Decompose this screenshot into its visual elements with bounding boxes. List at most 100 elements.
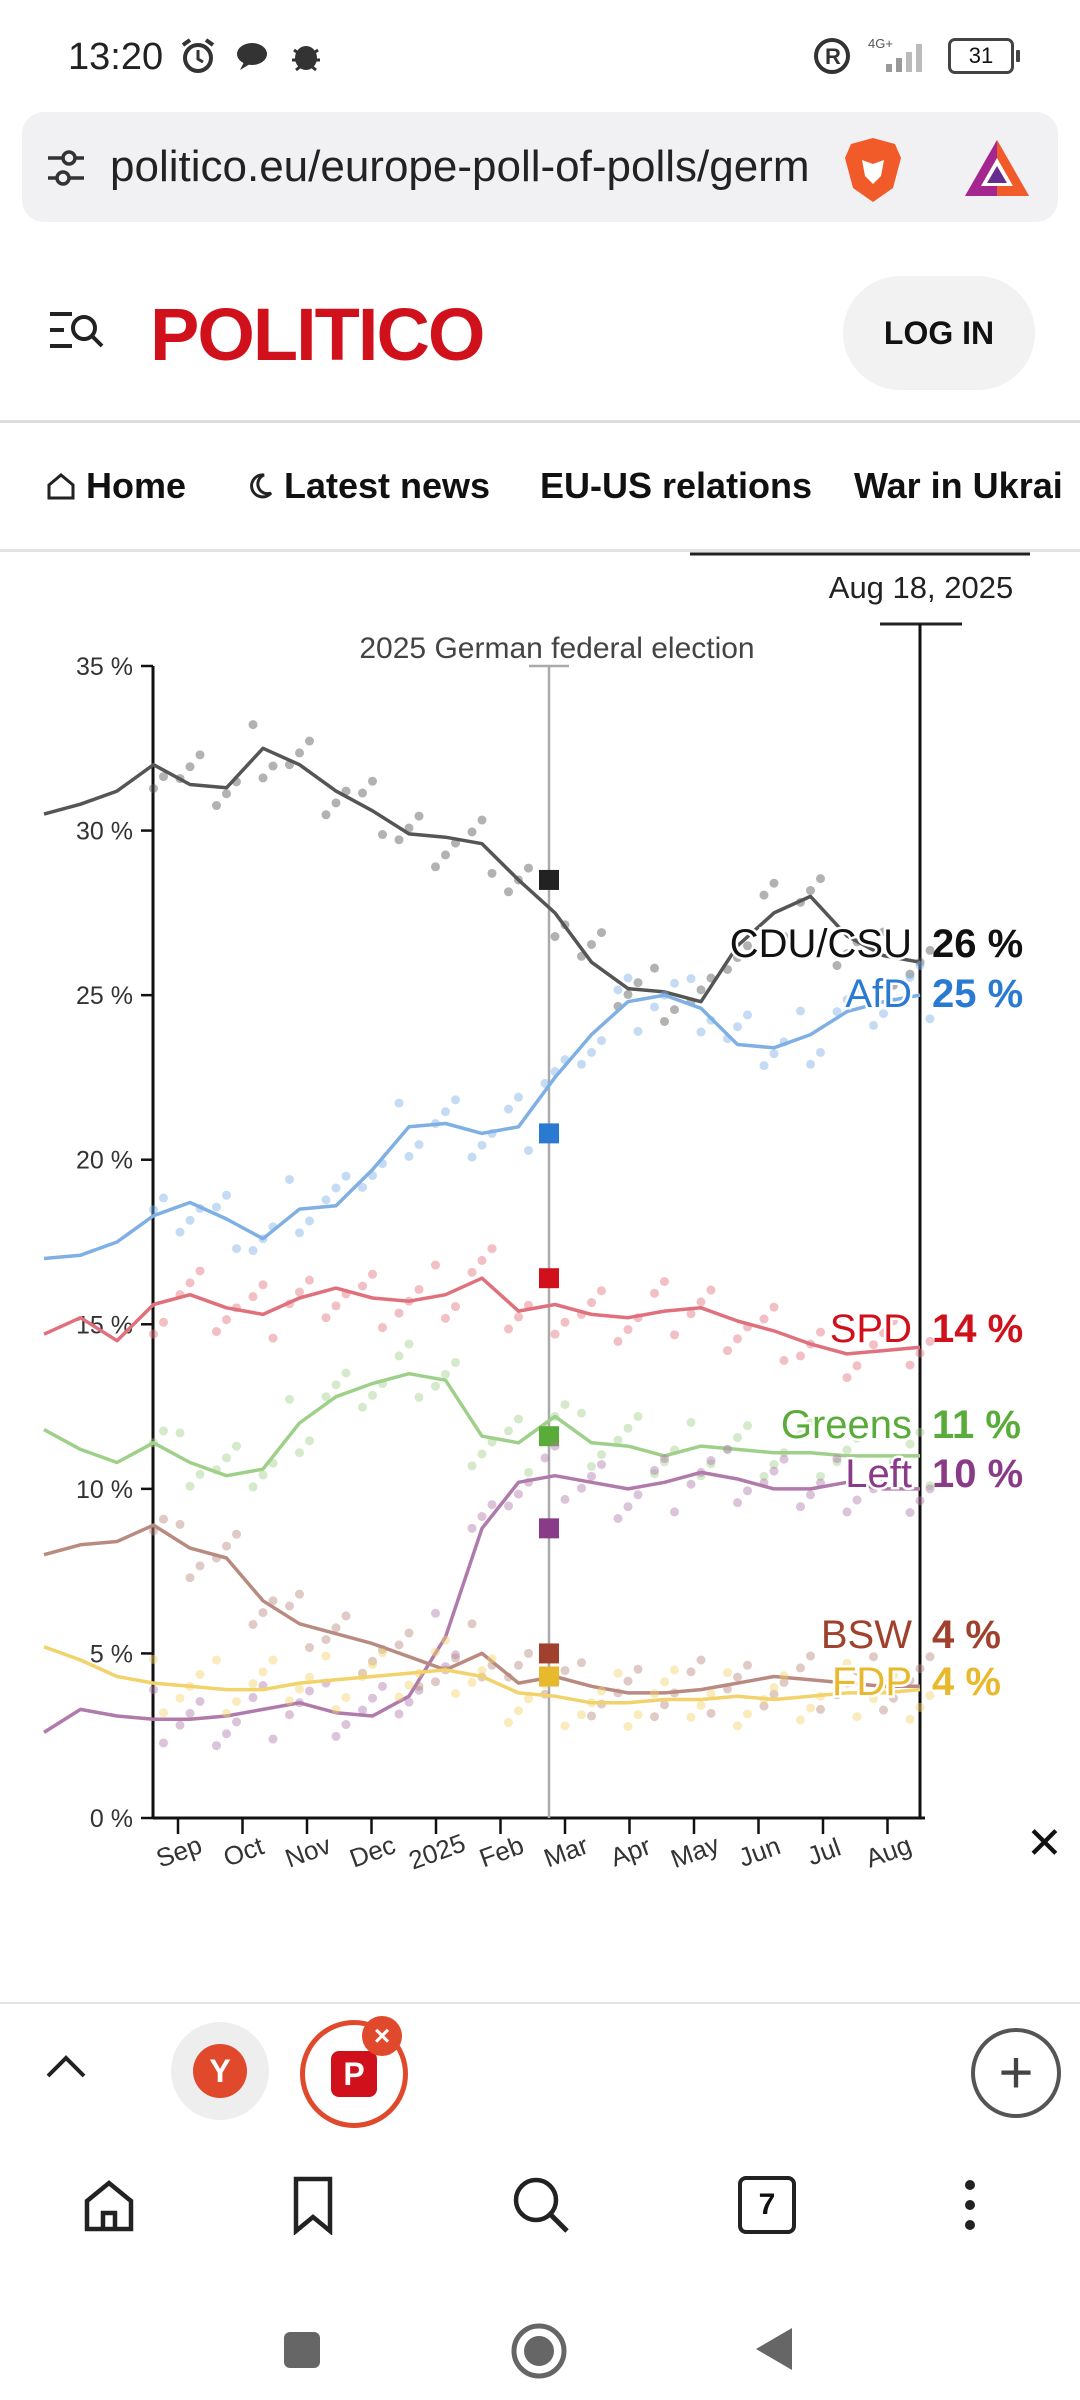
poll-dot xyxy=(623,973,633,983)
poll-dot xyxy=(905,969,915,979)
poll-dot xyxy=(670,978,679,988)
home-button[interactable] xyxy=(74,2170,144,2240)
poll-dot xyxy=(623,1721,633,1731)
nav-item-latest-news[interactable]: Latest news xyxy=(244,465,490,507)
more-menu-button[interactable] xyxy=(935,2170,1005,2240)
poll-dot xyxy=(587,1711,596,1721)
tabs-button[interactable]: 7 xyxy=(732,2170,802,2240)
poll-dot xyxy=(258,1667,268,1677)
nav-item-home[interactable]: Home xyxy=(46,465,186,507)
poll-dot xyxy=(796,1006,805,1016)
close-chart-icon[interactable]: ✕ xyxy=(1026,1819,1063,1868)
poll-dot xyxy=(212,1655,221,1665)
poll-dot xyxy=(295,1589,304,1599)
poll-dot xyxy=(633,1411,643,1421)
poll-of-polls-chart[interactable]: Aug 18, 2025 2025 German federal election… xyxy=(0,552,1080,1902)
poll-dot xyxy=(514,1489,523,1499)
poll-dot xyxy=(441,1107,450,1117)
poll-dot xyxy=(779,1677,789,1687)
bookmarks-button[interactable] xyxy=(278,2170,348,2240)
poll-dot xyxy=(404,1339,414,1349)
poll-dot xyxy=(733,1334,742,1344)
poll-dot xyxy=(394,1351,404,1361)
poll-dot xyxy=(852,1495,862,1505)
tab-yandex[interactable]: Y xyxy=(171,2022,269,2120)
poll-dot xyxy=(806,1059,815,1069)
notification-icons xyxy=(178,36,326,76)
chat-icon xyxy=(237,43,267,70)
poll-dot xyxy=(321,1313,331,1323)
poll-dot xyxy=(597,1450,606,1460)
poll-dot xyxy=(378,1648,387,1658)
poll-dot xyxy=(232,1696,241,1706)
poll-dot xyxy=(889,1316,898,1326)
home-circle-icon[interactable] xyxy=(510,2322,568,2380)
brave-shield-icon[interactable] xyxy=(840,134,906,204)
poll-dot xyxy=(869,1694,878,1704)
x-tick-label: Oct xyxy=(219,1830,268,1872)
x-tick-label: Nov xyxy=(281,1830,335,1874)
poll-dot xyxy=(341,1171,351,1181)
poll-dot xyxy=(341,1720,351,1730)
poll-dot xyxy=(404,1697,414,1707)
url-text[interactable]: politico.eu/europe-poll-of-polls/germ xyxy=(110,142,810,191)
poll-dot xyxy=(660,1677,669,1687)
poll-dot xyxy=(414,1685,424,1695)
poll-dot xyxy=(597,1036,606,1046)
poll-dot xyxy=(368,1660,377,1670)
poll-dot xyxy=(869,939,878,949)
poll-dot xyxy=(295,1287,304,1297)
more-vertical-icon xyxy=(965,2180,975,2230)
poll-dot xyxy=(394,1692,404,1702)
poll-dot xyxy=(759,1314,769,1324)
battery-icon: 31 xyxy=(948,38,1020,74)
site-settings-icon[interactable] xyxy=(44,146,88,190)
new-tab-button[interactable]: + xyxy=(971,2028,1061,2118)
nav-item-war-in-ukraine[interactable]: War in Ukrai xyxy=(854,465,1063,507)
chevron-up-icon[interactable] xyxy=(44,2050,88,2080)
poll-dot xyxy=(212,801,221,811)
poll-dot xyxy=(650,1712,659,1722)
series-name-label: Greens xyxy=(781,1403,912,1447)
poll-dot xyxy=(331,1623,341,1633)
series-name-label: BSW xyxy=(821,1613,912,1657)
close-tab-icon[interactable]: × xyxy=(362,2016,402,2056)
poll-dot xyxy=(258,1280,268,1290)
search-button[interactable] xyxy=(506,2170,576,2240)
poll-dot xyxy=(879,1682,888,1692)
login-button[interactable]: LOG IN xyxy=(843,276,1035,390)
poll-dot xyxy=(889,1693,898,1703)
poll-dot xyxy=(394,1308,404,1318)
poll-dot xyxy=(879,1328,888,1338)
poll-dot xyxy=(550,932,560,942)
poll-dot xyxy=(577,1658,586,1668)
poll-dot xyxy=(305,1275,314,1285)
politico-logo[interactable]: POLITICO xyxy=(150,293,485,376)
poll-dot xyxy=(889,1670,898,1680)
brave-rewards-icon[interactable] xyxy=(962,136,1032,200)
poll-dot xyxy=(806,1651,815,1661)
poll-dot xyxy=(414,1392,424,1402)
poll-dot xyxy=(842,1507,852,1517)
poll-dot xyxy=(905,1360,915,1370)
poll-dot xyxy=(577,1408,586,1418)
poll-dot xyxy=(925,1691,935,1701)
recents-icon[interactable] xyxy=(282,2330,322,2370)
series-name-label: Left xyxy=(845,1452,912,1496)
poll-dot xyxy=(358,1668,367,1678)
poll-dot xyxy=(504,1104,513,1114)
poll-dot xyxy=(577,1059,586,1069)
y-tick-label: 5 % xyxy=(90,1640,133,1668)
menu-search-icon[interactable] xyxy=(48,306,106,354)
nav-item-eu-us-relations[interactable]: EU-US relations xyxy=(540,465,812,507)
tab-politico-active[interactable]: P xyxy=(300,2020,408,2128)
poll-dot xyxy=(358,1705,367,1715)
address-bar[interactable]: politico.eu/europe-poll-of-polls/germ xyxy=(22,112,1058,222)
poll-dot xyxy=(816,1471,825,1481)
poll-dot xyxy=(285,1601,294,1611)
back-icon[interactable] xyxy=(752,2324,796,2374)
poll-chart-container[interactable]: Aug 18, 2025 2025 German federal election… xyxy=(0,552,1080,1902)
poll-dot xyxy=(341,1693,351,1703)
poll-dot xyxy=(451,1095,460,1105)
poll-dot xyxy=(660,1700,669,1710)
